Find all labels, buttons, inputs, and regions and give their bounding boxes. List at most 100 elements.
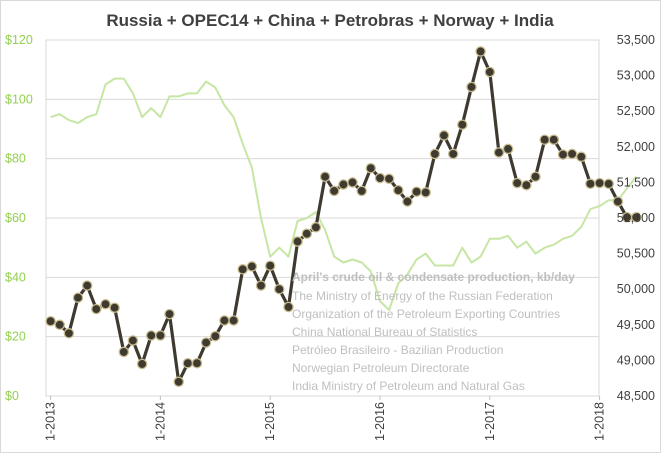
- x-tick-label: 1-2016: [373, 402, 387, 441]
- production-point: [365, 162, 377, 174]
- production-point: [393, 184, 404, 196]
- production-point: [91, 303, 102, 315]
- production-series: [45, 46, 642, 388]
- production-point: [576, 151, 587, 163]
- left-tick-label: $60: [5, 211, 26, 225]
- production-point: [511, 177, 523, 189]
- right-tick-label: 50,000: [617, 282, 655, 296]
- chart-title: Russia + OPEC14 + China + Petrobras + No…: [106, 11, 554, 30]
- production-point: [100, 298, 111, 310]
- production-point: [72, 292, 84, 303]
- production-point: [264, 260, 276, 271]
- right-tick-label: 53,000: [617, 69, 655, 83]
- left-tick-label: $120: [5, 33, 33, 47]
- left-tick-label: $20: [5, 330, 26, 344]
- production-point: [219, 315, 230, 326]
- production-point: [484, 66, 496, 78]
- production-point: [612, 196, 624, 207]
- production-point: [530, 171, 541, 182]
- production-point: [164, 308, 175, 320]
- production-point: [475, 46, 486, 57]
- x-axis: 1-2013 1-2014 1-2015 1-2016 1-2017 1-2018: [44, 396, 607, 441]
- production-point: [328, 185, 340, 197]
- oil-price-series: [50, 77, 637, 311]
- production-point: [63, 328, 75, 339]
- production-point: [521, 179, 532, 191]
- left-tick-label: $40: [5, 270, 26, 284]
- x-tick-label: 1-2013: [44, 402, 58, 441]
- production-point: [54, 319, 65, 331]
- production-point: [594, 177, 605, 189]
- production-point: [447, 148, 459, 160]
- production-point: [136, 358, 148, 370]
- annotation-line: Norwegian Petroleum Directorate: [292, 361, 470, 375]
- production-point: [356, 185, 367, 197]
- right-tick-label: 52,500: [617, 104, 655, 118]
- x-tick-label: 1-2015: [263, 402, 277, 441]
- right-tick-label: 51,000: [617, 211, 655, 225]
- left-tick-label: $0: [5, 389, 19, 403]
- production-point: [155, 330, 166, 341]
- x-tick-label: 1-2014: [153, 402, 167, 441]
- production-point: [557, 149, 569, 160]
- right-tick-label: 50,500: [617, 247, 655, 261]
- production-point: [548, 134, 560, 145]
- production-point: [319, 171, 331, 182]
- x-tick-label: 1-2018: [593, 402, 607, 441]
- right-axis: 48,500 49,000 49,500 50,000 50,500 51,000 51,5…: [617, 33, 655, 403]
- right-tick-label: 49,000: [617, 353, 655, 367]
- production-point: [585, 178, 596, 190]
- source-annotation: April's crude oil & condensate productio…: [292, 270, 575, 393]
- production-point: [630, 212, 642, 223]
- left-tick-label: $80: [5, 152, 26, 166]
- plot-area-border: [45, 39, 600, 397]
- production-point: [45, 315, 56, 327]
- production-point: [466, 81, 477, 93]
- production-point: [502, 143, 514, 155]
- production-point: [301, 228, 313, 239]
- production-point: [182, 357, 194, 369]
- production-point: [200, 337, 212, 348]
- production-point: [402, 196, 413, 207]
- production-point: [274, 283, 285, 295]
- production-point: [127, 335, 139, 346]
- annotation-line: China National Bureau of Statistics: [292, 325, 477, 339]
- annotation-line: India Ministry of Petroleum and Natural …: [292, 379, 525, 393]
- production-point: [145, 330, 157, 341]
- production-point: [539, 134, 550, 145]
- production-point: [191, 357, 203, 369]
- right-tick-label: 49,500: [617, 318, 655, 332]
- production-point: [420, 187, 431, 198]
- annotation-line: Organization of the Petroleum Exporting …: [292, 307, 560, 321]
- annotation-heading: April's crude oil & condensate productio…: [292, 270, 575, 284]
- oil-price-line: [50, 77, 637, 311]
- annotation-line: Petróleo Brasileiro - Bazilian Productio…: [292, 343, 503, 357]
- production-point: [383, 173, 395, 185]
- production-point: [429, 148, 441, 160]
- production-point: [493, 147, 505, 158]
- right-tick-label: 53,500: [617, 33, 655, 47]
- production-point: [457, 119, 468, 130]
- production-point: [255, 280, 267, 291]
- gridlines: [45, 39, 600, 397]
- production-point: [173, 376, 184, 388]
- production-point: [283, 301, 294, 313]
- production-point: [109, 302, 120, 313]
- production-point: [246, 261, 258, 272]
- left-tick-label: $100: [5, 92, 33, 106]
- right-tick-label: 51,500: [617, 175, 655, 189]
- production-point: [292, 236, 303, 247]
- production-point: [374, 172, 386, 184]
- production-point: [347, 177, 358, 188]
- left-axis: $0 $20 $40 $60 $80 $100 $120: [5, 33, 33, 403]
- x-tick-label: 1-2017: [483, 402, 497, 441]
- production-point: [118, 346, 130, 358]
- production-point: [210, 330, 221, 342]
- right-tick-label: 52,000: [617, 140, 655, 154]
- production-point: [310, 222, 322, 233]
- production-point: [438, 130, 450, 141]
- production-point: [338, 179, 349, 190]
